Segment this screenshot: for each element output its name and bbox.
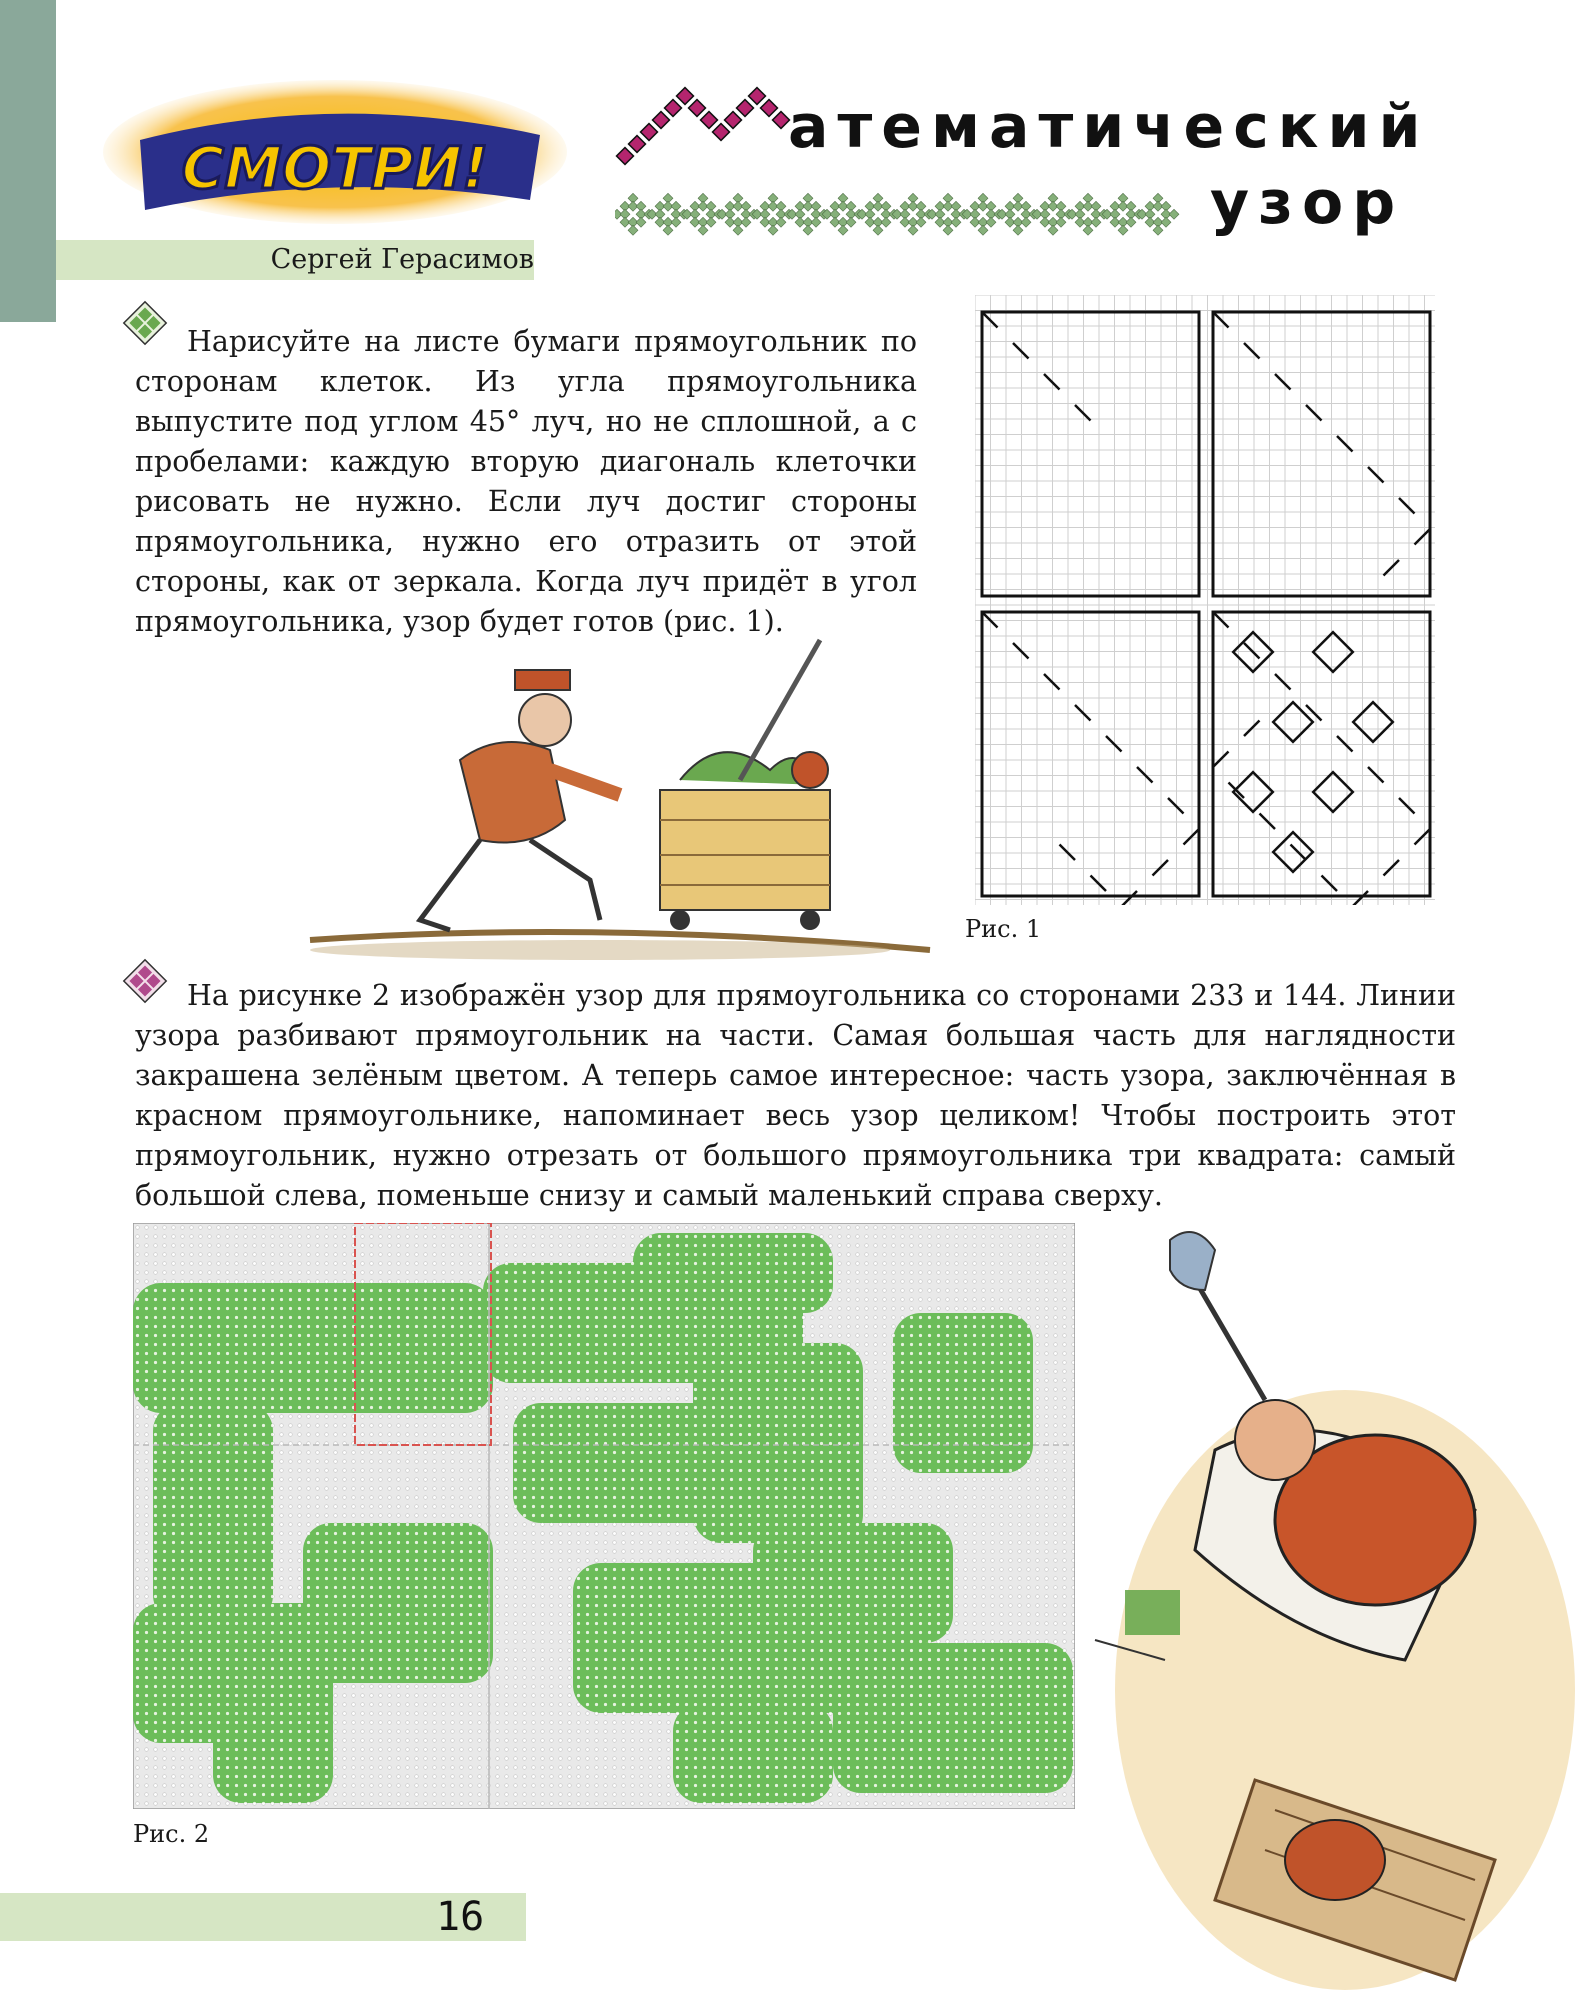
page-number-band — [0, 1893, 526, 1941]
author-name: Сергей Герасимов — [270, 244, 534, 275]
paragraph-explanation: На рисунке 2 изображён узор для прямоуго… — [135, 979, 1456, 1212]
author-band — [56, 240, 534, 280]
diamond-bullet-icon — [122, 300, 168, 346]
figure-1-grid-steps — [975, 295, 1435, 905]
red-subrectangle — [354, 1223, 492, 1446]
cross-pattern-row — [615, 192, 1180, 236]
illustration-gardener-resting — [1094, 1231, 1575, 1990]
illustration-gardener-with-cart — [309, 638, 931, 960]
page-number: 16 — [436, 1894, 485, 1940]
sidebar-stripe — [0, 0, 56, 322]
page-title-line2: узор — [1210, 168, 1405, 238]
page-title-line1: атематический — [788, 92, 1430, 162]
figure-2-caption: Рис. 2 — [133, 1820, 210, 1848]
magazine-logo: СМОТРИ! — [103, 80, 567, 224]
logo-text: СМОТРИ! — [182, 134, 489, 202]
title-m-decoration — [615, 86, 791, 166]
figure-1-caption: Рис. 1 — [965, 915, 1042, 943]
diamond-bullet-icon — [122, 958, 168, 1004]
figure-2-fractal-pattern — [133, 1223, 1075, 1809]
paragraph-instructions: Нарисуйте на листе бумаги прямоугольник … — [135, 325, 917, 638]
